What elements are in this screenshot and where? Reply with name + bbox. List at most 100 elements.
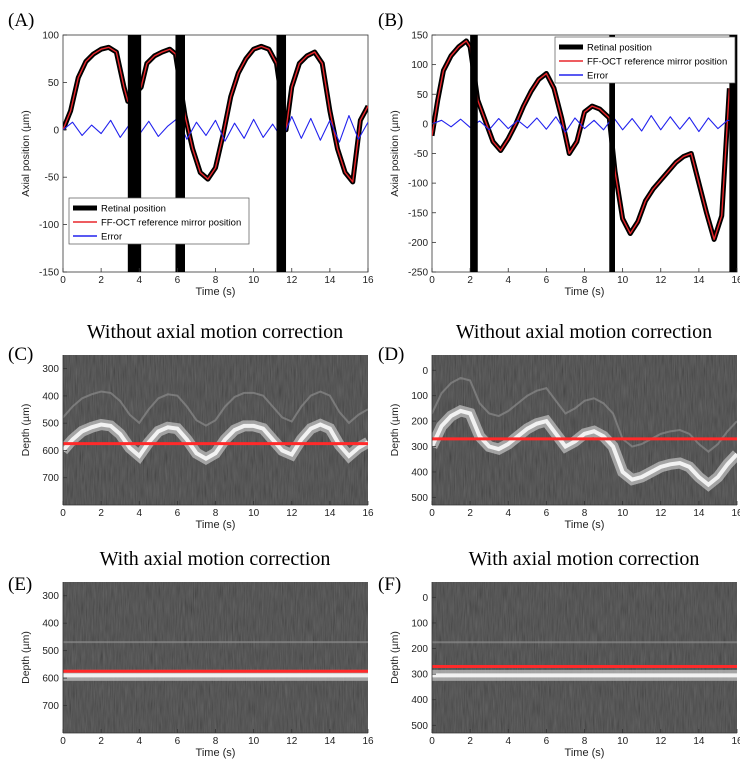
y-tick-label: 100	[411, 391, 428, 402]
legend-label-2: Error	[587, 71, 608, 82]
x-tick-label: 2	[467, 275, 473, 286]
panel-c: (C) Without axial motion correction 0 2 4 6 8 1…	[8, 321, 374, 531]
legend: Retinal position FF-OCT reference mirror …	[554, 36, 736, 84]
x-tick-label: 12	[286, 508, 298, 519]
panel-a: (A) Retinal position FF-OCT reference mirr…	[8, 10, 374, 298]
y-axis-label: Depth (µm)	[20, 631, 32, 684]
x-tick-label: 16	[362, 275, 374, 286]
x-tick-label: 16	[362, 736, 374, 747]
x-tick-label: 2	[467, 736, 473, 747]
x-tick-label: 10	[617, 508, 629, 519]
y-axis-label: Depth (µm)	[389, 404, 401, 457]
y-axis-label: Depth (µm)	[20, 404, 32, 457]
series-line-1	[63, 45, 368, 183]
y-tick-label: 100	[42, 31, 59, 42]
legend: Retinal position FF-OCT reference mirror …	[68, 197, 250, 245]
y-tick-label: -100	[408, 179, 428, 190]
y-tick-label: 700	[42, 701, 59, 712]
x-tick-label: 12	[286, 736, 298, 747]
x-tick-label: 0	[429, 508, 435, 519]
x-tick-label: 14	[324, 736, 336, 747]
x-axis-label: Time (s)	[196, 519, 236, 531]
x-tick-label: 10	[617, 736, 629, 747]
y-tick-label: 0	[422, 593, 428, 604]
x-tick-label: 16	[731, 736, 740, 747]
x-tick-label: 6	[175, 275, 181, 286]
y-tick-label: 500	[411, 721, 428, 732]
blackout-bar	[609, 35, 615, 272]
y-tick-label: 200	[411, 417, 428, 428]
x-tick-label: 4	[136, 275, 142, 286]
y-tick-label: 300	[42, 364, 59, 375]
y-tick-label: 400	[411, 695, 428, 706]
y-axis-label: Depth (µm)	[389, 631, 401, 684]
y-tick-label: 150	[411, 31, 428, 42]
x-tick-label: 0	[429, 275, 435, 286]
legend-label-1: FF-OCT reference mirror position	[587, 57, 727, 68]
bright-layer-core	[63, 422, 368, 461]
x-tick-label: 14	[324, 508, 336, 519]
x-tick-label: 0	[60, 508, 66, 519]
axes: 0 2 4 6 8 10 12 14 16 0 100 200 300 400 500 Time (s) Dep…	[389, 582, 740, 759]
y-tick-label: 400	[42, 391, 59, 402]
y-tick-label: 0	[422, 119, 428, 130]
series-group	[432, 35, 737, 272]
legend-box	[68, 197, 250, 245]
panel-label: (C)	[8, 344, 33, 365]
y-tick-label: 500	[411, 493, 428, 504]
x-tick-label: 10	[248, 508, 260, 519]
x-tick-label: 2	[98, 508, 104, 519]
x-tick-label: 2	[467, 508, 473, 519]
panel-label: (A)	[8, 10, 34, 31]
x-tick-label: 4	[505, 508, 511, 519]
x-tick-label: 4	[505, 275, 511, 286]
y-tick-label: -200	[408, 238, 428, 249]
axes: 0 2 4 6 8 10 12 14 16 300 400 500 600 700 Time (s) Dept…	[20, 582, 374, 759]
y-tick-label: 300	[411, 442, 428, 453]
retina-layers	[63, 390, 368, 465]
blackout-bar	[470, 35, 478, 272]
x-tick-label: 6	[544, 275, 550, 286]
x-tick-label: 0	[60, 275, 66, 286]
legend-label-2: Error	[101, 232, 122, 243]
x-tick-label: 8	[213, 275, 219, 286]
axes: 0 2 4 6 8 10 12 14 16 100 50 0 -50 -100 -150 Time (s) Ax…	[20, 31, 374, 299]
x-tick-label: 10	[248, 736, 260, 747]
y-tick-label: -150	[39, 268, 59, 279]
x-tick-label: 6	[544, 508, 550, 519]
x-axis-label: Time (s)	[565, 286, 605, 298]
y-axis-label: Axial position (µm)	[389, 110, 401, 197]
x-tick-label: 6	[175, 736, 181, 747]
image-texture	[432, 582, 737, 733]
y-tick-label: 50	[48, 78, 60, 89]
x-tick-label: 0	[429, 736, 435, 747]
x-axis-label: Time (s)	[196, 747, 236, 759]
panel-label: (B)	[378, 10, 403, 31]
axes: 0 2 4 6 8 10 12 14 16 300 400 500 600 700 Time (s) Dept…	[20, 355, 374, 531]
panel-e: (E) With axial motion correction 0 2 4 6 8 10 12…	[8, 548, 374, 759]
x-tick-label: 6	[544, 736, 550, 747]
image-texture	[63, 582, 368, 733]
x-tick-label: 2	[98, 736, 104, 747]
y-tick-label: 100	[411, 60, 428, 71]
x-tick-label: 4	[136, 508, 142, 519]
chart-title: With axial motion correction	[469, 548, 700, 570]
y-tick-label: -50	[414, 149, 429, 160]
legend-label-1: FF-OCT reference mirror position	[101, 218, 241, 229]
y-tick-label: 100	[411, 618, 428, 629]
axes: 0 2 4 6 8 10 12 14 16 0 100 200 300 400 500 Time (s) Dep…	[389, 355, 740, 531]
x-axis-label: Time (s)	[196, 286, 236, 298]
panel-label: (E)	[8, 574, 32, 595]
chart-title: Without axial motion correction	[456, 321, 712, 343]
y-tick-label: 400	[42, 619, 59, 630]
panel-label: (D)	[378, 344, 404, 365]
x-tick-label: 10	[617, 275, 629, 286]
y-tick-label: 600	[42, 446, 59, 457]
legend-label-0: Retinal position	[587, 43, 652, 54]
x-tick-label: 12	[655, 275, 667, 286]
x-tick-label: 16	[362, 508, 374, 519]
chart-title: Without axial motion correction	[87, 321, 343, 343]
upper-layer	[63, 390, 368, 427]
y-tick-label: 700	[42, 473, 59, 484]
panel-d: (D) Without axial motion correction 0 2 4 6 8 1…	[378, 321, 740, 531]
